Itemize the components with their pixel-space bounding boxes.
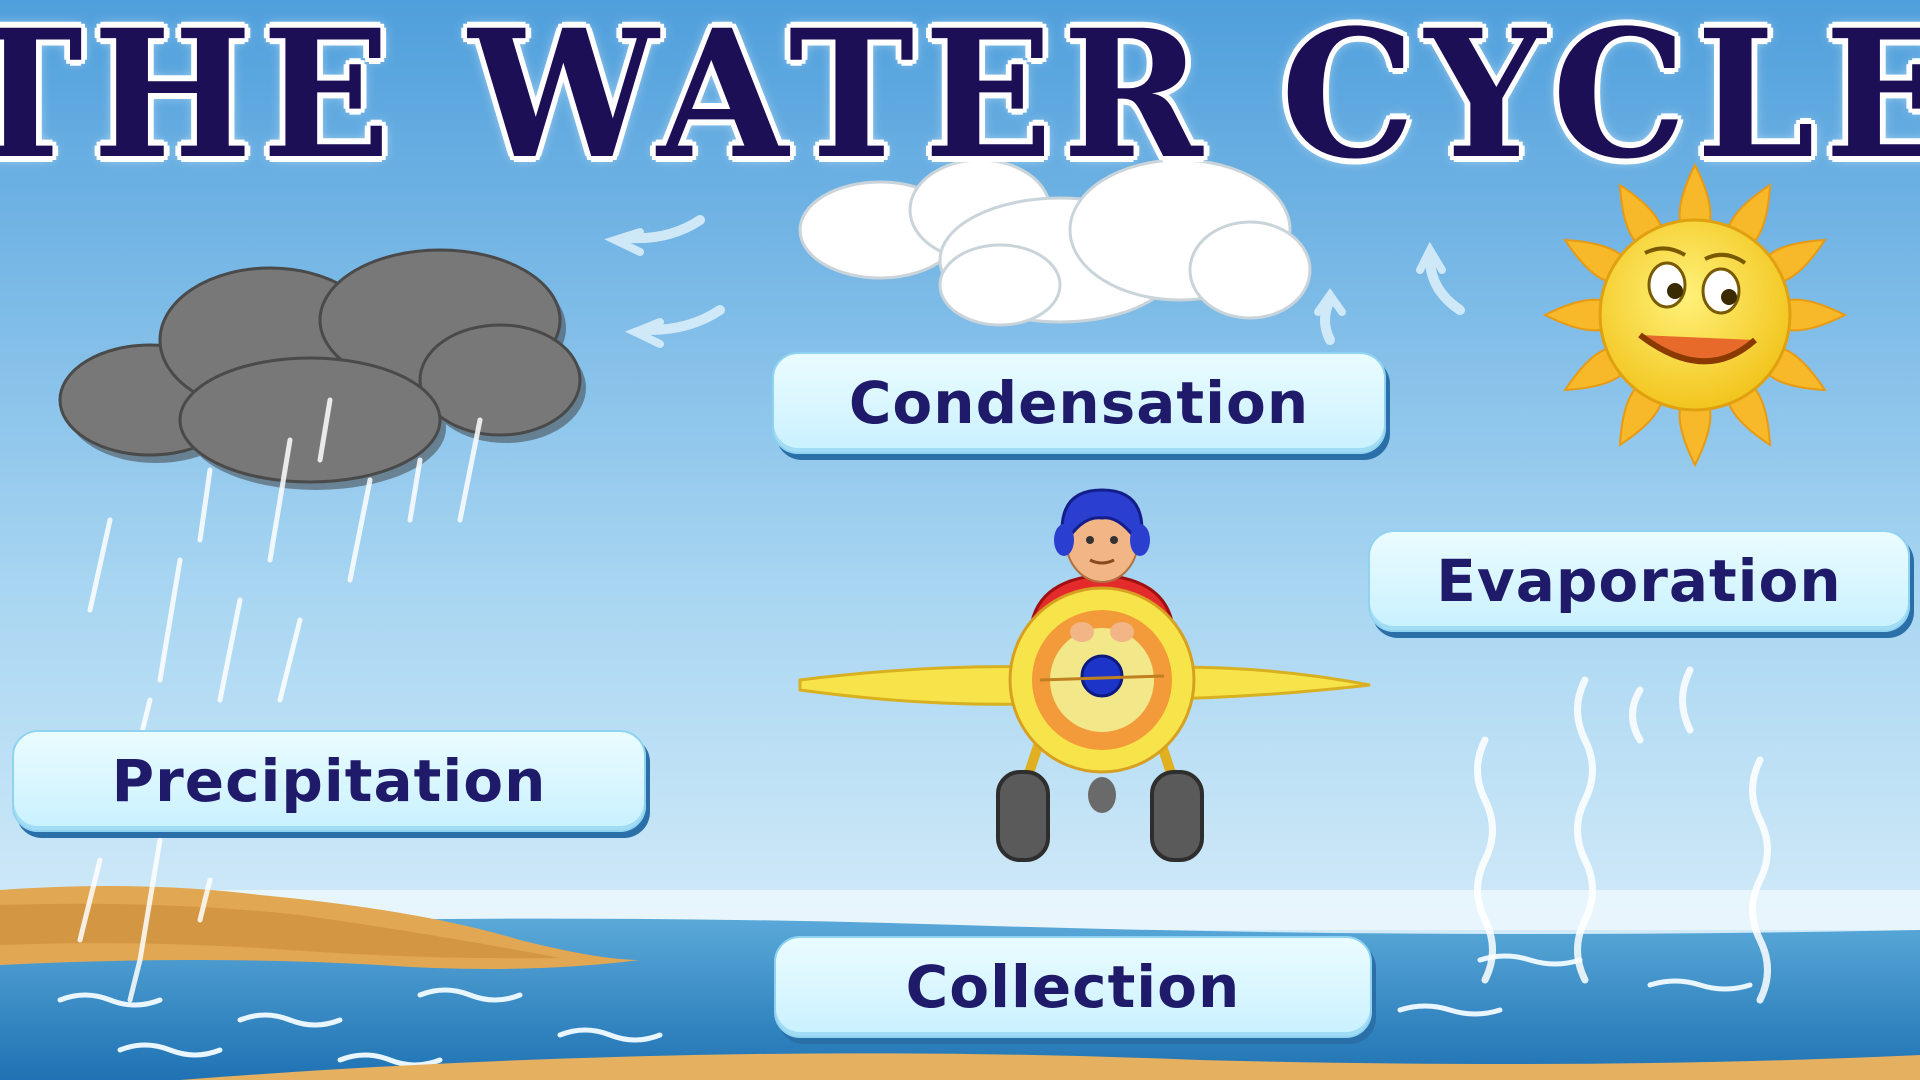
airplane-pilot-icon [798,488,1371,862]
label-condensation: Condensation [772,352,1386,454]
cycle-arrows [604,215,1465,348]
label-collection: Collection [774,936,1372,1038]
cloud-icon [798,158,1312,327]
label-precipitation: Precipitation [12,730,646,832]
page-title: THE WATER CYCLE [0,0,1920,198]
smiling-sun-icon [1542,162,1848,468]
label-evaporation: Evaporation [1368,530,1910,632]
rain-cloud-icon [58,248,586,1003]
evaporation-vapor [1474,666,1771,1004]
